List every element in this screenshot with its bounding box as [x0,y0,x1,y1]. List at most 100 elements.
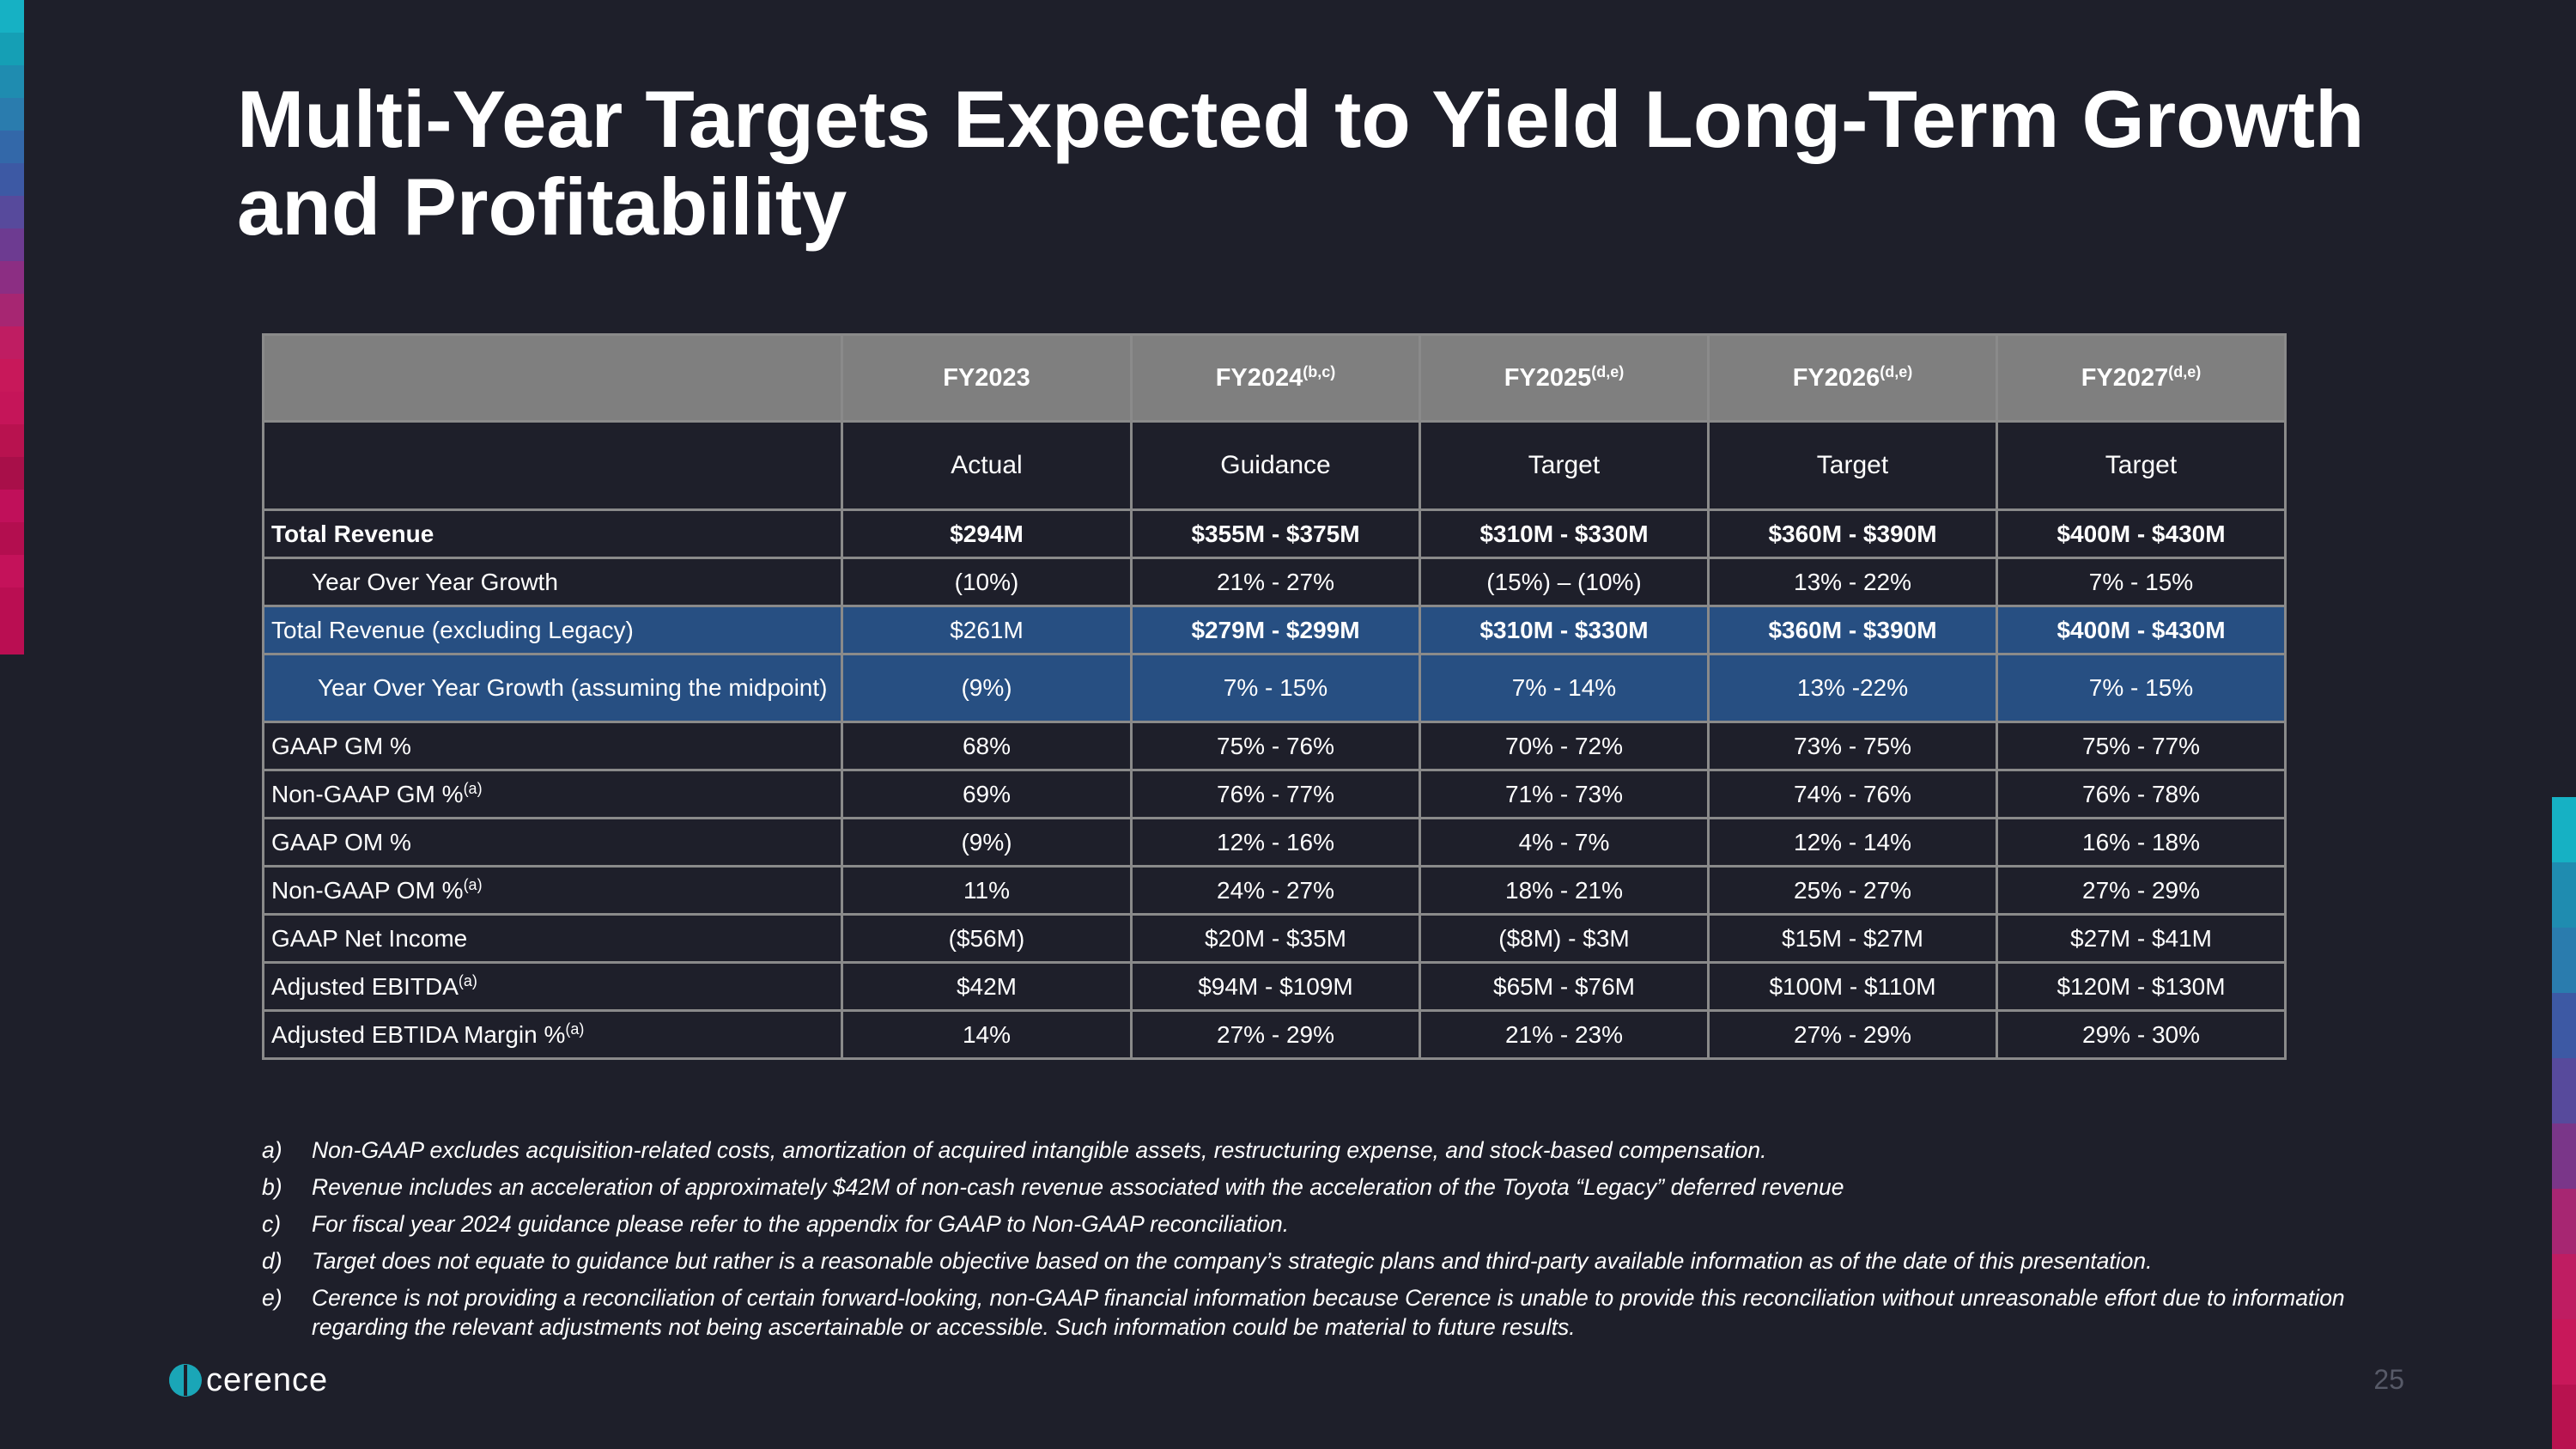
subheader-cell: Target [1996,420,2287,511]
footnote-text: Target does not equate to guidance but r… [312,1248,2153,1274]
footnote-e: e) Cerence is not providing a reconcilia… [262,1283,2357,1342]
footnote-letter: a) [262,1137,283,1163]
table-cell: 27% - 29% [1130,1009,1421,1060]
page-number: 25 [2373,1364,2404,1395]
table-cell: 25% - 27% [1707,865,1998,916]
header-blank-cell [262,333,843,423]
table-cell: $65M - $76M [1419,961,1710,1012]
table-cell: $27M - $41M [1996,913,2287,964]
logo-text: cerence [206,1361,329,1398]
header-fy2025: FY2025(d,e) [1419,333,1710,423]
table-cell: (9%) [841,653,1133,723]
row-label: Total Revenue (excluding Legacy) [262,605,843,655]
table-row-highlighted: Year Over Year Growth (assuming the midp… [262,653,2287,723]
footnote-b: b) Revenue includes an acceleration of a… [262,1169,2357,1206]
footnote-letter: e) [262,1285,283,1311]
table-cell: 29% - 30% [1996,1009,2287,1060]
table-row: Adjusted EBTIDA Margin %(a) 14% 27% - 29… [262,1009,2287,1060]
subheader-cell: Actual [841,420,1133,511]
table-row: GAAP GM % 68% 75% - 76% 70% - 72% 73% - … [262,721,2287,771]
table-cell: 7% - 15% [1130,653,1421,723]
table-cell: 68% [841,721,1133,771]
table-cell: $360M - $390M [1707,605,1998,655]
table-cell: 75% - 76% [1130,721,1421,771]
table-cell: 18% - 21% [1419,865,1710,916]
table-cell: 4% - 7% [1419,817,1710,868]
slide-title: Multi-Year Targets Expected to Yield Lon… [237,74,2365,252]
table-cell: 21% - 23% [1419,1009,1710,1060]
subheader-cell: Target [1419,420,1710,511]
table-cell: 24% - 27% [1130,865,1421,916]
table-row: Year Over Year Growth (10%) 21% - 27% (1… [262,557,2287,607]
table-cell: 27% - 29% [1707,1009,1998,1060]
table-cell: $400M - $430M [1996,508,2287,559]
subheader-cell: Target [1707,420,1998,511]
subheader-cell: Guidance [1130,420,1421,511]
table-cell: $20M - $35M [1130,913,1421,964]
table-cell: ($8M) - $3M [1419,913,1710,964]
table-cell: 71% - 73% [1419,769,1710,819]
cerence-logo: cerence [168,1361,328,1400]
table-cell: 13% - 22% [1707,557,1998,607]
footnote-text: Non-GAAP excludes acquisition-related co… [312,1137,1767,1163]
table-row: Non-GAAP GM %(a) 69% 76% - 77% 71% - 73%… [262,769,2287,819]
table-row: GAAP Net Income ($56M) $20M - $35M ($8M)… [262,913,2287,964]
table-cell: $42M [841,961,1133,1012]
table-cell: 76% - 78% [1996,769,2287,819]
table-cell: 74% - 76% [1707,769,1998,819]
table-cell: $279M - $299M [1130,605,1421,655]
row-label: Non-GAAP OM %(a) [262,865,843,916]
table-cell: 12% - 16% [1130,817,1421,868]
table-cell: 70% - 72% [1419,721,1710,771]
footnote-d: d) Target does not equate to guidance bu… [262,1243,2357,1280]
table-cell: 75% - 77% [1996,721,2287,771]
footnotes: a) Non-GAAP excludes acquisition-related… [262,1132,2357,1342]
table-cell: 27% - 29% [1996,865,2287,916]
table-row: Non-GAAP OM %(a) 11% 24% - 27% 18% - 21%… [262,865,2287,916]
table-cell: $261M [841,605,1133,655]
footnote-c: c) For fiscal year 2024 guidance please … [262,1206,2357,1243]
footnote-text: For fiscal year 2024 guidance please ref… [312,1211,1290,1237]
row-label: Adjusted EBTIDA Margin %(a) [262,1009,843,1060]
table-cell: 11% [841,865,1133,916]
table-cell: 7% - 15% [1996,653,2287,723]
table-row-highlighted: Total Revenue (excluding Legacy) $261M $… [262,605,2287,655]
row-label: Year Over Year Growth [262,557,843,607]
table-cell: ($56M) [841,913,1133,964]
table-cell: 16% - 18% [1996,817,2287,868]
header-fy2023: FY2023 [841,333,1133,423]
table-cell: 13% -22% [1707,653,1998,723]
subheader-blank-cell [262,420,843,511]
table-cell: $294M [841,508,1133,559]
table-row: Total Revenue $294M $355M - $375M $310M … [262,508,2287,559]
table-cell: 7% - 14% [1419,653,1710,723]
row-label: Total Revenue [262,508,843,559]
header-fy2024: FY2024(b,c) [1130,333,1421,423]
table-cell: $100M - $110M [1707,961,1998,1012]
cerence-logo-icon [169,1364,202,1397]
header-fy2027: FY2027(d,e) [1996,333,2287,423]
table-cell: 7% - 15% [1996,557,2287,607]
table-cell: (10%) [841,557,1133,607]
table-header-row: FY2023 FY2024(b,c) FY2025(d,e) FY2026(d,… [262,333,2287,423]
footnote-text: Revenue includes an acceleration of appr… [312,1174,1844,1200]
table-cell: 21% - 27% [1130,557,1421,607]
footnote-letter: d) [262,1248,283,1274]
table-cell: $310M - $330M [1419,605,1710,655]
row-label: GAAP OM % [262,817,843,868]
table-cell: (15%) – (10%) [1419,557,1710,607]
table-cell: 12% - 14% [1707,817,1998,868]
table-cell: $355M - $375M [1130,508,1421,559]
targets-table: FY2023 FY2024(b,c) FY2025(d,e) FY2026(d,… [262,333,2287,1060]
table-cell: 69% [841,769,1133,819]
table-cell: $15M - $27M [1707,913,1998,964]
table-row: Adjusted EBITDA(a) $42M $94M - $109M $65… [262,961,2287,1012]
table-cell: 76% - 77% [1130,769,1421,819]
table-cell: (9%) [841,817,1133,868]
row-label: GAAP Net Income [262,913,843,964]
table-row: GAAP OM % (9%) 12% - 16% 4% - 7% 12% - 1… [262,817,2287,868]
table-cell: $400M - $430M [1996,605,2287,655]
table-cell: $120M - $130M [1996,961,2287,1012]
row-label: GAAP GM % [262,721,843,771]
header-fy2026: FY2026(d,e) [1707,333,1998,423]
